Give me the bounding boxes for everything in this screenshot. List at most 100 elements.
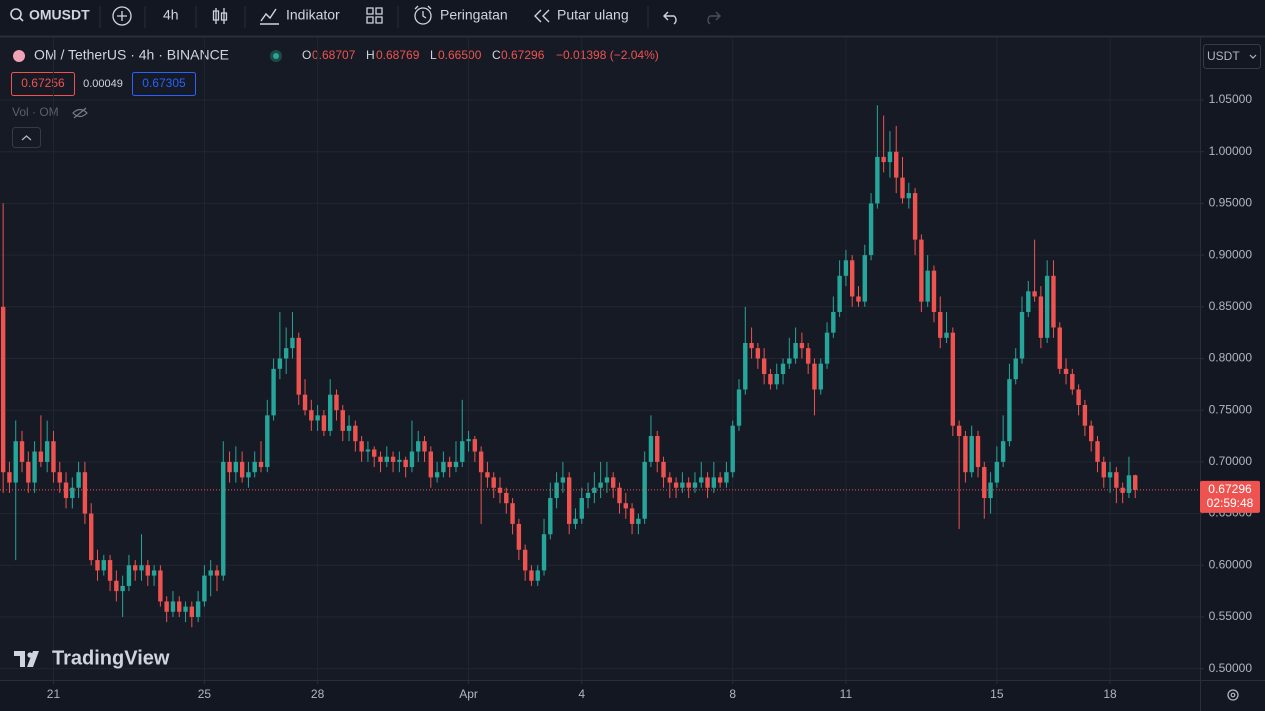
ohlc-key: L bbox=[430, 48, 437, 62]
candle-body bbox=[560, 477, 566, 483]
search-icon[interactable] bbox=[10, 8, 22, 20]
candle-body bbox=[1088, 425, 1094, 442]
toolbar: OMUSDT 4h Indikator Peringatan Putar ula… bbox=[10, 5, 721, 28]
candle-body bbox=[252, 461, 257, 473]
y-tick-label: 0.60000 bbox=[1209, 557, 1253, 571]
candle-body bbox=[384, 456, 389, 462]
redo-button[interactable] bbox=[707, 11, 721, 25]
collapse-button[interactable] bbox=[12, 127, 41, 148]
alerts-button[interactable]: Peringatan bbox=[440, 7, 508, 23]
candle-body bbox=[170, 601, 176, 612]
candle-body bbox=[598, 482, 603, 488]
candle-body bbox=[749, 342, 754, 349]
settings-button[interactable] bbox=[1227, 689, 1239, 701]
candle-body bbox=[88, 513, 94, 561]
candle-body bbox=[221, 461, 226, 576]
symbol-logo bbox=[13, 50, 25, 62]
candle-body bbox=[1063, 368, 1069, 375]
candle-body bbox=[843, 260, 849, 276]
alert-icon[interactable] bbox=[414, 7, 432, 25]
candle-body bbox=[214, 570, 220, 576]
spread: 0.00049 bbox=[83, 78, 123, 90]
candle-body bbox=[724, 472, 729, 483]
hidden-icon[interactable] bbox=[72, 107, 88, 119]
bid-price: 0.67256 bbox=[21, 76, 65, 90]
candle-body bbox=[101, 560, 106, 571]
replay-icon[interactable] bbox=[534, 9, 550, 23]
indicators-button[interactable]: Indikator bbox=[286, 7, 340, 23]
candle-body bbox=[0, 306, 6, 473]
chart-type-icon[interactable] bbox=[212, 8, 228, 24]
currency[interactable]: USDT bbox=[1207, 49, 1240, 63]
ask-box[interactable] bbox=[132, 72, 196, 96]
interval[interactable]: 4h bbox=[163, 7, 179, 23]
ask-price: 0.67305 bbox=[142, 76, 186, 90]
candle-body bbox=[743, 342, 748, 390]
candle-body bbox=[535, 570, 540, 581]
candle-body bbox=[447, 461, 452, 468]
candle-body bbox=[340, 410, 345, 431]
legend: OM / TetherUS · 4h · BINANCE O 0.68707 H… bbox=[11, 47, 659, 148]
layouts-icon[interactable] bbox=[366, 7, 383, 24]
candle-body bbox=[585, 492, 591, 499]
ohlc-value: 0.68707 bbox=[312, 48, 356, 62]
candle-body bbox=[346, 425, 352, 431]
candle-body bbox=[944, 332, 949, 338]
currency-selector[interactable] bbox=[1203, 44, 1261, 69]
candle-body bbox=[1026, 291, 1031, 312]
axes: 0.500000.550000.600000.650000.700000.750… bbox=[47, 92, 1260, 701]
candle-body bbox=[183, 606, 188, 612]
candle-body bbox=[13, 441, 18, 483]
candle-body bbox=[604, 477, 610, 483]
undo-button[interactable] bbox=[663, 11, 677, 25]
candle-body bbox=[950, 332, 956, 426]
candle-body bbox=[736, 389, 742, 426]
bid-box[interactable] bbox=[11, 72, 75, 96]
candle-body bbox=[227, 461, 232, 473]
candle-body bbox=[460, 441, 465, 462]
candle-body bbox=[290, 337, 295, 349]
candle-body bbox=[680, 482, 685, 488]
candle-body bbox=[755, 348, 761, 359]
candle-body bbox=[931, 270, 937, 312]
candle-body bbox=[1044, 275, 1050, 338]
y-tick-label: 1.00000 bbox=[1209, 144, 1253, 158]
y-tick-label: 0.80000 bbox=[1209, 351, 1253, 365]
candle-body bbox=[617, 487, 622, 504]
watermark-logo-dot bbox=[27, 652, 33, 658]
candle-body bbox=[730, 425, 735, 473]
candle-body bbox=[711, 477, 717, 488]
candle-body bbox=[510, 503, 515, 524]
candle-body bbox=[982, 467, 987, 499]
indicators-icon[interactable] bbox=[260, 8, 279, 25]
candle-body bbox=[1107, 472, 1113, 478]
candle-body bbox=[139, 565, 144, 571]
add-symbol-icon[interactable] bbox=[112, 6, 132, 26]
y-tick-label: 0.70000 bbox=[1209, 454, 1253, 468]
candle-body bbox=[787, 358, 792, 364]
last-price-tag bbox=[1200, 480, 1260, 513]
candle-body bbox=[246, 472, 251, 478]
candle-body bbox=[655, 436, 660, 462]
candle-body bbox=[579, 498, 584, 519]
symbol[interactable]: OMUSDT bbox=[29, 7, 90, 23]
candle-body bbox=[1013, 358, 1018, 380]
candle-body bbox=[315, 415, 320, 421]
candle-body bbox=[82, 472, 88, 514]
replay-button[interactable]: Putar ulang bbox=[557, 7, 629, 23]
candle-body bbox=[126, 565, 132, 586]
candle-body bbox=[1000, 441, 1006, 462]
candle-body bbox=[938, 311, 943, 338]
candle-body bbox=[868, 203, 874, 256]
market-status-dot bbox=[273, 53, 279, 59]
candle-body bbox=[906, 193, 912, 199]
candle-body bbox=[837, 275, 842, 312]
search-icon-handle bbox=[18, 16, 24, 22]
x-tick-label: 18 bbox=[1103, 687, 1117, 701]
candle-body bbox=[70, 487, 75, 499]
candle-body bbox=[321, 415, 327, 431]
candle-body bbox=[799, 342, 805, 349]
candle-body bbox=[1070, 374, 1075, 390]
candle-body bbox=[44, 441, 50, 462]
candle-body bbox=[699, 477, 704, 483]
